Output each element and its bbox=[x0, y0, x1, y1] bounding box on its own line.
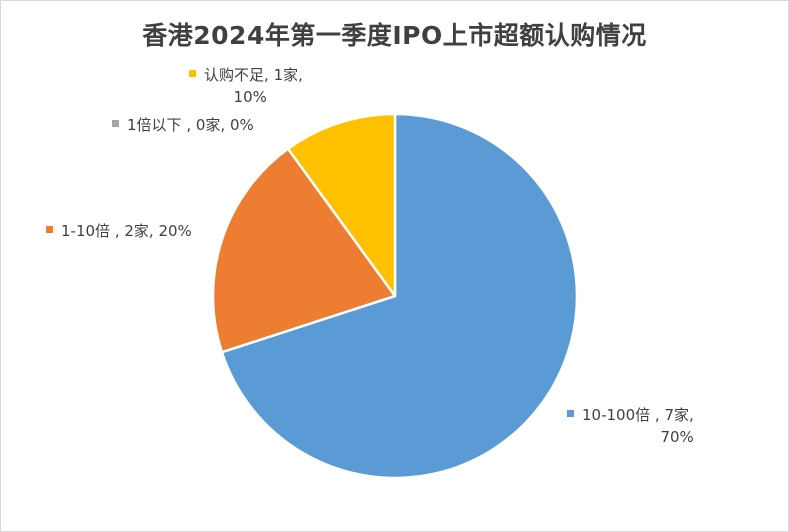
label-separator: , bbox=[689, 406, 694, 424]
label-count: 0家 bbox=[195, 116, 221, 134]
data-label-1-10: 1-10倍 , 2家, 20% bbox=[46, 220, 192, 242]
label-count: 2家 bbox=[124, 222, 149, 240]
label-count: 1家 bbox=[273, 66, 299, 84]
label-category: 认购不足 bbox=[204, 66, 265, 84]
label-percent: 70% bbox=[660, 428, 694, 446]
data-label-below-1: 1倍以下 , 0家, 0% bbox=[112, 114, 254, 136]
label-percent: 10% bbox=[233, 88, 267, 106]
label-separator: , bbox=[650, 406, 665, 424]
legend-key-below-1 bbox=[112, 120, 119, 127]
data-label-undersubscribed: 认购不足, 1家, 10% bbox=[189, 64, 303, 108]
pie-slice-3 bbox=[286, 112, 397, 298]
label-separator: , bbox=[148, 222, 159, 240]
legend-key-10-100 bbox=[567, 410, 574, 417]
legend-key-1-10 bbox=[46, 226, 53, 233]
legend-key-undersubscribed bbox=[189, 70, 196, 77]
label-category: 1倍以下 bbox=[127, 116, 182, 134]
label-separator: , bbox=[110, 222, 125, 240]
chart-title: 香港2024年第一季度IPO上市超额认购情况 bbox=[142, 21, 647, 50]
pie-slice-1 bbox=[211, 147, 397, 354]
label-separator: , bbox=[220, 116, 230, 134]
label-percent: 20% bbox=[158, 222, 192, 240]
label-separator: , bbox=[298, 66, 303, 84]
data-label-10-100: 10-100倍 , 7家, 70% bbox=[567, 404, 694, 448]
label-separator: , bbox=[264, 66, 274, 84]
label-count: 7家 bbox=[664, 406, 689, 424]
label-separator: , bbox=[181, 116, 196, 134]
pie-slice-0 bbox=[220, 112, 579, 480]
label-percent: 0% bbox=[229, 116, 254, 134]
label-category: 1-10倍 bbox=[61, 222, 111, 240]
label-category: 10-100倍 bbox=[582, 406, 651, 424]
